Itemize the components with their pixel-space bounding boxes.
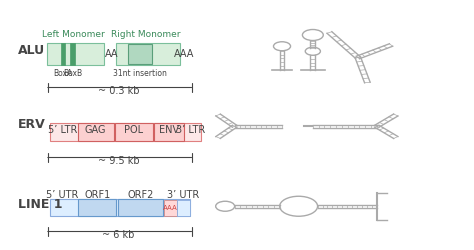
Text: AAA: AAA xyxy=(163,204,178,210)
Text: AAA: AAA xyxy=(174,49,194,59)
Text: ENV: ENV xyxy=(159,125,179,135)
FancyBboxPatch shape xyxy=(164,200,177,216)
FancyBboxPatch shape xyxy=(128,44,152,64)
Text: Left Monomer: Left Monomer xyxy=(42,30,105,39)
FancyBboxPatch shape xyxy=(70,42,75,65)
FancyBboxPatch shape xyxy=(47,42,104,65)
FancyBboxPatch shape xyxy=(78,122,114,141)
FancyBboxPatch shape xyxy=(78,199,116,216)
Text: ERV: ERV xyxy=(18,118,46,132)
Text: LINE 1: LINE 1 xyxy=(18,198,63,211)
FancyBboxPatch shape xyxy=(61,42,65,65)
Text: Right Monomer: Right Monomer xyxy=(111,30,181,39)
Text: ALU: ALU xyxy=(18,44,45,57)
Text: ORF2: ORF2 xyxy=(127,190,154,200)
Text: 5’ UTR: 5’ UTR xyxy=(46,190,79,200)
Text: 5’ LTR: 5’ LTR xyxy=(48,125,77,135)
FancyBboxPatch shape xyxy=(50,199,190,216)
Text: 31nt insertion: 31nt insertion xyxy=(113,68,167,78)
Text: ~ 0.3 kb: ~ 0.3 kb xyxy=(98,86,139,96)
Text: 3’ LTR: 3’ LTR xyxy=(176,125,206,135)
Text: BoxB: BoxB xyxy=(63,68,82,78)
FancyBboxPatch shape xyxy=(154,122,184,141)
Text: ~ 6 kb: ~ 6 kb xyxy=(102,230,135,239)
FancyBboxPatch shape xyxy=(118,199,163,216)
Text: POL: POL xyxy=(124,125,143,135)
FancyBboxPatch shape xyxy=(50,122,201,141)
Text: ORF1: ORF1 xyxy=(84,190,110,200)
Text: BoxA: BoxA xyxy=(54,68,73,78)
FancyBboxPatch shape xyxy=(177,200,190,216)
Text: ~ 9.5 kb: ~ 9.5 kb xyxy=(98,156,139,166)
Text: AA: AA xyxy=(105,49,118,59)
Text: 3’ UTR: 3’ UTR xyxy=(167,190,200,200)
Text: GAG: GAG xyxy=(85,125,107,135)
FancyBboxPatch shape xyxy=(116,42,180,65)
FancyBboxPatch shape xyxy=(115,122,153,141)
